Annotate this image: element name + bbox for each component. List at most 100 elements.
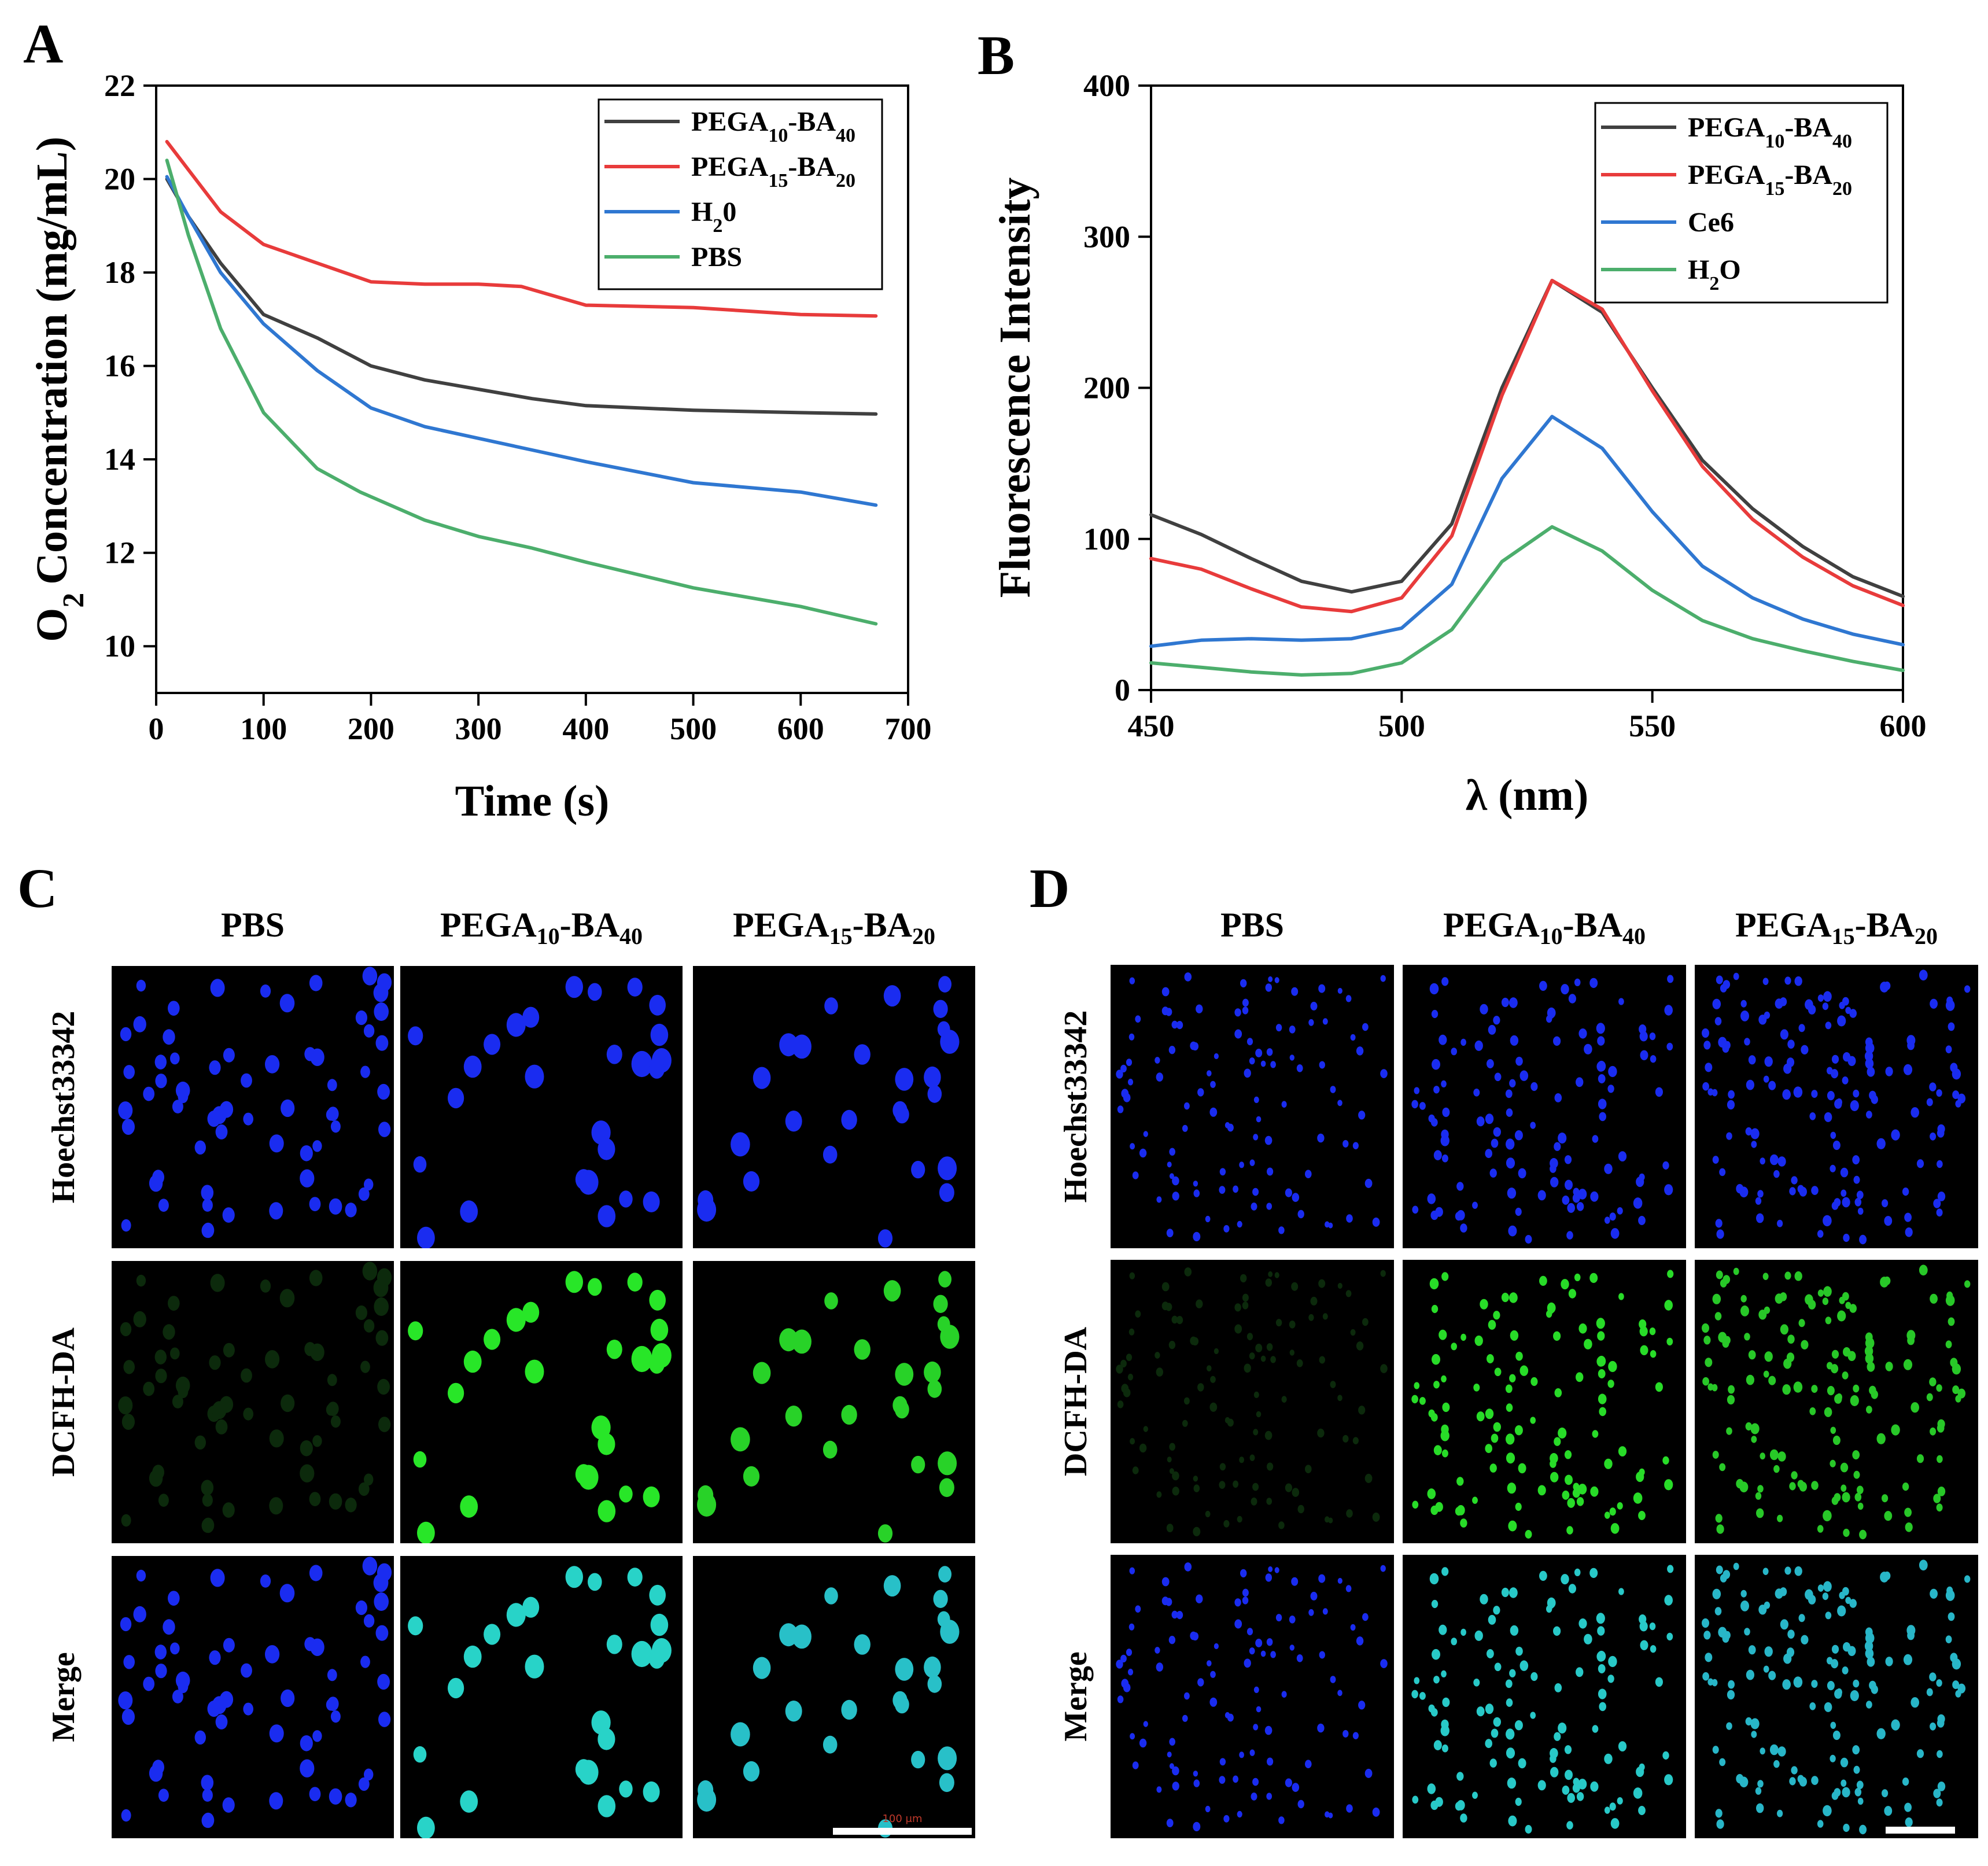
cell-nucleus [1702,1377,1709,1386]
cell-nucleus [123,1360,135,1374]
cell-nucleus [170,1347,180,1360]
cell-nucleus [1209,1107,1218,1117]
cell-nucleus [1926,1393,1933,1402]
cell-nucleus [1787,1334,1795,1344]
cell-nucleus [1156,1367,1163,1377]
cell-nucleus [1183,1397,1190,1405]
chart-b-x-axis-title: λ (nm) [1466,771,1589,820]
cell-nucleus [202,1222,215,1238]
cell-nucleus [1256,1411,1262,1418]
cell-nucleus [327,1669,337,1681]
cell-nucleus [194,1435,206,1450]
cell-nucleus [565,1566,583,1588]
cell-nucleus [1539,980,1547,991]
cell-nucleus [1441,1567,1449,1576]
cell-nucleus [243,1407,253,1421]
cell-nucleus [1505,1384,1513,1393]
column-header-base: PEGA [440,906,537,944]
cell-nucleus [1783,1063,1792,1074]
cell-nucleus [1830,1459,1836,1467]
cell-nucleus [1435,1502,1443,1512]
cell-nucleus [1530,1377,1538,1386]
cell-nucleus [588,983,602,1001]
cell-nucleus [300,1145,313,1161]
cell-nucleus [1891,1719,1900,1731]
cell-nucleus [223,1343,235,1358]
cell-nucleus [1130,1143,1135,1150]
cell-nucleus [1867,1657,1875,1667]
cell-nucleus [1716,1270,1723,1279]
cell-nucleus [377,1083,390,1100]
chart-b-x-tick-label: 600 [1880,709,1927,743]
cell-nucleus [1831,1054,1839,1064]
cell-nucleus [1190,1336,1197,1345]
cell-nucleus [1171,1610,1178,1619]
cell-nucleus [1266,1048,1273,1056]
cell-nucleus [1640,1345,1648,1355]
cell-nucleus [1748,1055,1756,1065]
cell-nucleus [1919,969,1928,981]
cell-nucleus [118,1396,133,1415]
cell-nucleus [1155,1352,1160,1359]
cell-nucleus [260,1279,271,1293]
cell-nucleus [1433,1740,1442,1750]
cell-nucleus [1291,987,1299,996]
cell-nucleus [1266,1203,1273,1210]
cell-nucleus [1275,1319,1282,1327]
cell-nucleus [1604,1216,1610,1224]
cell-nucleus [1322,1018,1328,1025]
cell-nucleus [1310,1591,1318,1601]
cell-nucleus [1554,1683,1562,1692]
cell-nucleus [408,1616,423,1636]
cell-nucleus [1876,1138,1886,1149]
cell-nucleus [1740,1590,1747,1598]
legend-label-base: PEGA [1688,112,1765,143]
chart-a-series-line-3 [165,158,878,626]
cell-nucleus [1317,1723,1325,1733]
cell-nucleus [1783,1653,1792,1664]
cell-nucleus [1728,1385,1735,1394]
cell-nucleus [1553,1626,1561,1636]
cell-nucleus [1574,978,1581,986]
cell-nucleus [1227,1713,1234,1722]
cell-nucleus [1736,1478,1744,1489]
cell-nucleus [1209,1402,1218,1412]
cell-nucleus [1746,1669,1754,1680]
cell-nucleus [1440,1430,1449,1441]
cell-nucleus [1930,1132,1937,1141]
cell-nucleus [1843,1528,1850,1537]
cell-nucleus [1825,1316,1832,1325]
chart-a-y-tick-label: 22 [104,68,135,103]
cell-nucleus [1727,1100,1735,1110]
cell-nucleus [1239,1456,1244,1463]
cell-nucleus [243,1702,253,1716]
chart-b-y-tick-label: 400 [1083,68,1130,103]
cell-nucleus [1784,1566,1791,1575]
cell-nucleus [1246,1333,1253,1341]
cell-nucleus [1275,1024,1282,1032]
cell-nucleus [785,1111,802,1132]
cell-nucleus [1712,1746,1719,1754]
cell-nucleus [1757,1780,1764,1788]
cell-nucleus [1727,1395,1735,1405]
cell-nucleus [463,1350,482,1373]
column-header-mid: -BA [559,906,620,944]
cell-nucleus [1598,1369,1606,1378]
cell-nucleus [1880,982,1889,993]
chart-b-y-tick-label: 100 [1083,522,1130,556]
cell-nucleus [1903,1359,1913,1370]
cell-nucleus [1830,1164,1836,1172]
cell-nucleus [1604,1806,1610,1814]
cell-nucleus [300,1464,315,1483]
cell-nucleus [1135,1310,1141,1318]
cell-nucleus [1429,1573,1439,1585]
cell-nucleus [1169,1443,1175,1451]
cell-nucleus [1352,1732,1359,1739]
cell-nucleus [1255,1049,1263,1057]
cell-nucleus [1372,1512,1380,1522]
cell-nucleus [269,1724,284,1743]
cell-nucleus [202,1493,213,1507]
cell-nucleus [1325,1221,1330,1228]
cell-nucleus [1318,1574,1326,1583]
cell-nucleus [212,1401,227,1419]
